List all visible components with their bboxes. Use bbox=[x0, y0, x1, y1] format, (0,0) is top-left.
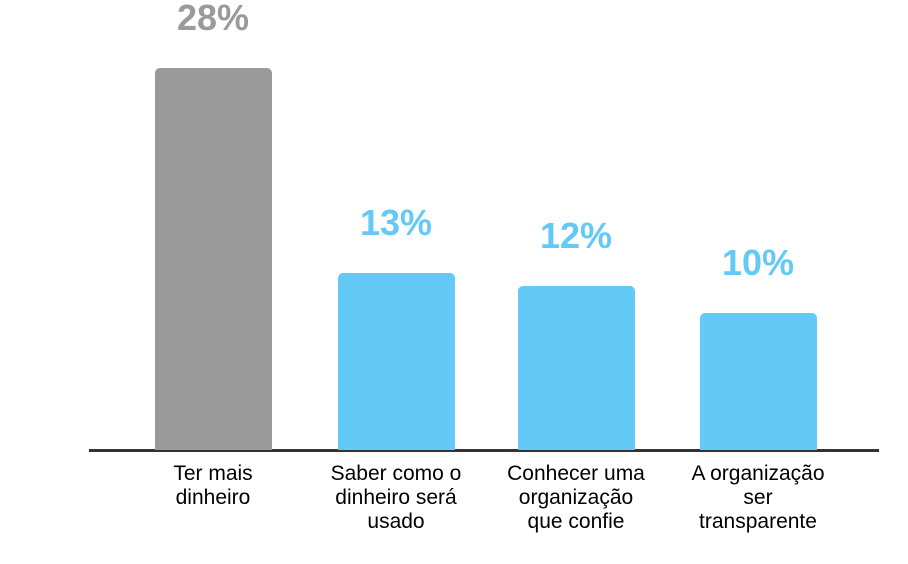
category-label: A organização ser transparente bbox=[691, 462, 825, 533]
bar bbox=[154, 68, 272, 450]
bar bbox=[337, 273, 455, 450]
bar-value-label: 13% bbox=[359, 202, 433, 243]
bar-value-label: 28% bbox=[176, 0, 250, 38]
bar-value-label: 10% bbox=[721, 242, 795, 283]
bar bbox=[517, 286, 635, 450]
category-label: Ter mais dinheiro bbox=[173, 462, 253, 509]
category-label: Saber como o dinheiro será usado bbox=[330, 462, 462, 533]
x-axis-line bbox=[89, 449, 879, 452]
bar-value-label: 12% bbox=[539, 215, 613, 256]
category-label: Conhecer uma organização que confie bbox=[507, 462, 645, 533]
bar bbox=[699, 313, 817, 450]
